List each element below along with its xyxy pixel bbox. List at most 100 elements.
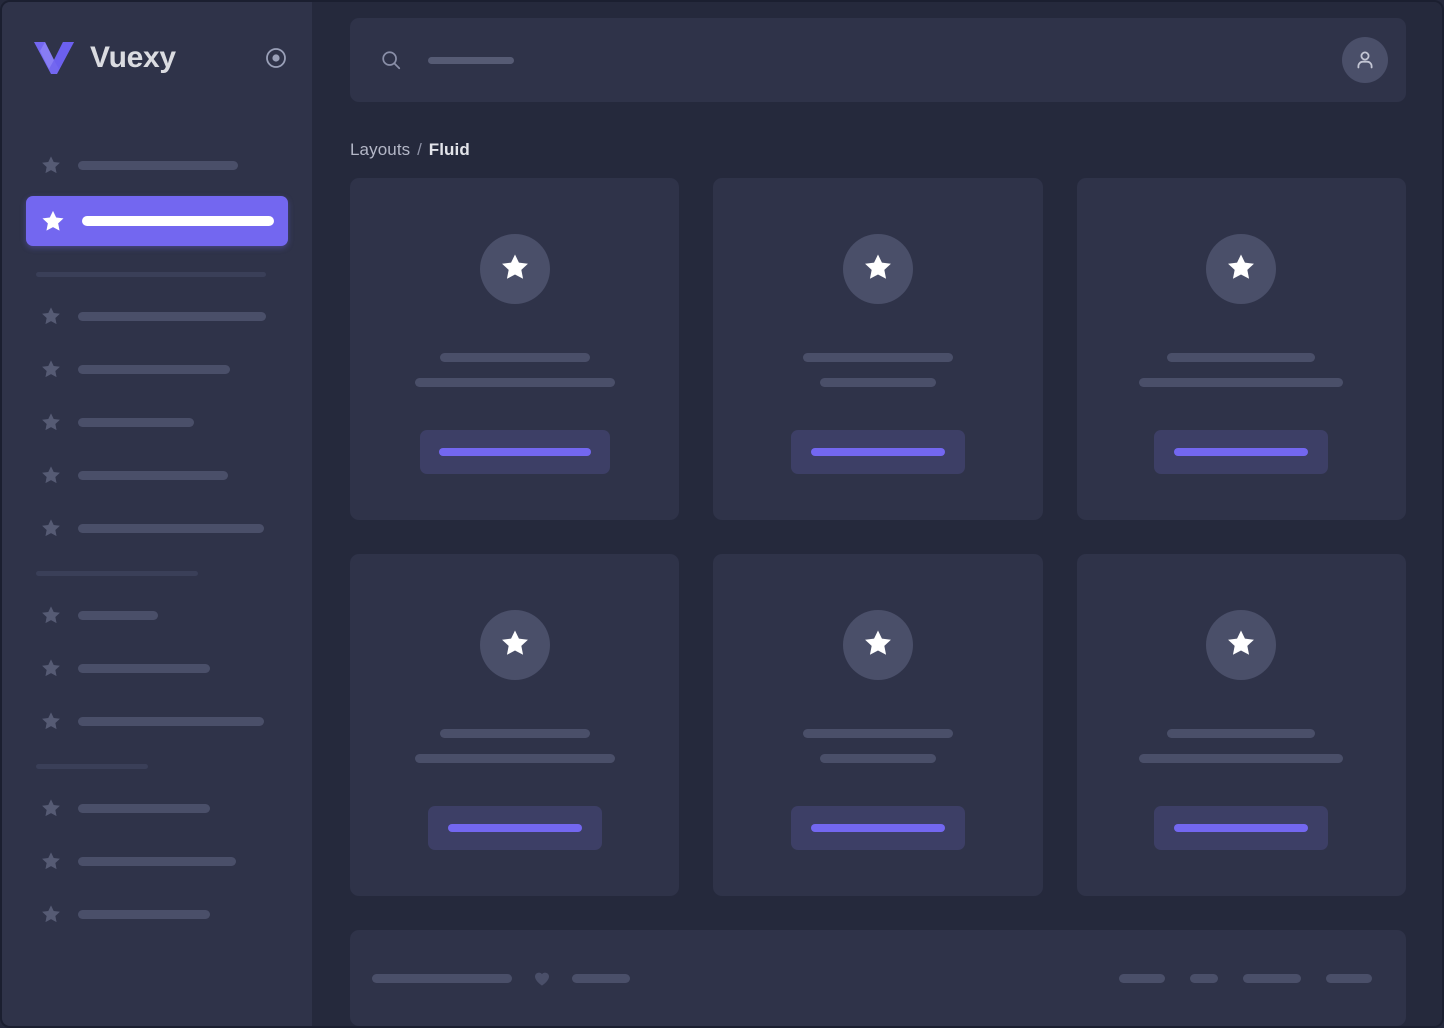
star-icon <box>40 305 62 327</box>
card-action-button[interactable] <box>790 430 965 474</box>
footer-link-bar[interactable] <box>1326 973 1372 983</box>
star-icon <box>40 903 62 925</box>
sidebar-item-label-bar <box>78 160 238 170</box>
search-placeholder-bar <box>428 56 514 64</box>
pin-circle-dot-icon[interactable] <box>262 44 290 72</box>
footer-left-group <box>372 968 1119 988</box>
sidebar-item-label-bar <box>78 311 266 321</box>
card-action-button[interactable] <box>419 430 610 474</box>
star-icon <box>40 411 62 433</box>
sidebar-item[interactable] <box>26 791 288 825</box>
content-card <box>713 178 1043 520</box>
card-subtitle-bar <box>414 754 615 763</box>
footer-link-bar[interactable] <box>572 973 630 983</box>
footer-text-bar <box>372 973 512 983</box>
sidebar-item[interactable] <box>26 598 288 632</box>
sidebar-item-active[interactable] <box>26 196 288 246</box>
sidebar-item[interactable] <box>26 511 288 545</box>
card-text-lines <box>713 729 1042 763</box>
star-icon <box>40 358 62 380</box>
star-icon <box>499 627 531 664</box>
avatar[interactable] <box>1342 37 1388 83</box>
card-title-bar <box>802 353 953 362</box>
sidebar-item[interactable] <box>26 651 288 685</box>
sidebar-item-label-bar <box>78 716 264 726</box>
sidebar-section-divider <box>36 272 266 277</box>
sidebar-item-label-bar <box>78 663 210 673</box>
star-icon <box>40 710 62 732</box>
heart-icon <box>532 968 552 988</box>
card-grid <box>350 178 1406 896</box>
star-icon <box>40 657 62 679</box>
brand-header: Vuexy <box>2 2 312 114</box>
card-title-bar <box>439 353 590 362</box>
card-text-lines <box>713 353 1042 387</box>
breadcrumb: Layouts / Fluid <box>350 140 1406 160</box>
sidebar-section-divider <box>36 764 148 769</box>
top-navbar <box>350 18 1406 102</box>
star-icon <box>40 208 66 234</box>
sidebar-item-label-bar <box>78 417 194 427</box>
card-title-bar <box>439 729 590 738</box>
star-icon <box>40 464 62 486</box>
star-icon <box>40 797 62 819</box>
card-action-button-label-bar <box>1174 448 1309 456</box>
search-input[interactable] <box>402 18 1342 102</box>
footer-link-bar[interactable] <box>1119 973 1165 983</box>
card-action-button-label-bar <box>810 824 945 832</box>
star-icon <box>40 850 62 872</box>
footer-link-bar[interactable] <box>1190 973 1218 983</box>
sidebar-item-label-bar <box>78 856 236 866</box>
card-title-bar <box>1167 353 1316 362</box>
card-avatar <box>842 234 913 304</box>
sidebar-item[interactable] <box>26 704 288 738</box>
sidebar-item[interactable] <box>26 299 288 333</box>
vuexy-v-logo-icon <box>32 38 76 78</box>
card-action-button-label-bar <box>1174 824 1309 832</box>
sidebar-nav <box>2 148 312 941</box>
footer-link-bar[interactable] <box>1243 973 1301 983</box>
content-card <box>1076 178 1406 520</box>
card-text-lines <box>1077 353 1406 387</box>
card-subtitle-bar <box>819 378 936 387</box>
card-action-button[interactable] <box>790 806 965 850</box>
content-card <box>350 178 680 520</box>
card-title-bar <box>1167 729 1316 738</box>
star-icon <box>862 627 894 664</box>
sidebar-item[interactable] <box>26 844 288 878</box>
sidebar-item-label-bar <box>78 364 230 374</box>
card-action-button[interactable] <box>1154 430 1329 474</box>
sidebar-item[interactable] <box>26 458 288 492</box>
sidebar-item[interactable] <box>26 148 288 182</box>
star-icon <box>40 517 62 539</box>
breadcrumb-separator: / <box>417 140 422 159</box>
sidebar-item-label-bar <box>78 470 228 480</box>
card-subtitle-bar <box>1139 378 1344 387</box>
sidebar-item[interactable] <box>26 352 288 386</box>
card-avatar <box>479 234 550 304</box>
brand-name: Vuexy <box>90 41 176 74</box>
sidebar-item[interactable] <box>26 897 288 931</box>
star-icon <box>1225 251 1257 288</box>
sidebar-item-label-bar <box>78 523 264 533</box>
breadcrumb-parent[interactable]: Layouts <box>350 140 411 159</box>
sidebar-section-divider <box>36 571 198 576</box>
card-avatar <box>1206 234 1277 304</box>
card-action-button-label-bar <box>810 448 945 456</box>
sidebar-item[interactable] <box>26 405 288 439</box>
star-icon <box>1225 627 1257 664</box>
card-action-button[interactable] <box>1154 806 1329 850</box>
sidebar-item-label-bar <box>82 216 274 226</box>
card-title-bar <box>802 729 953 738</box>
card-subtitle-bar <box>1139 754 1344 763</box>
star-icon <box>862 251 894 288</box>
card-action-button[interactable] <box>427 806 602 850</box>
card-avatar <box>1206 610 1277 680</box>
sidebar-item-label-bar <box>78 909 210 919</box>
card-text-lines <box>350 729 679 763</box>
user-avatar-icon <box>1357 51 1373 69</box>
footer-bar <box>350 930 1406 1026</box>
card-action-button-label-bar <box>447 824 582 832</box>
content-card <box>350 554 680 896</box>
footer-right-group <box>1119 973 1372 983</box>
